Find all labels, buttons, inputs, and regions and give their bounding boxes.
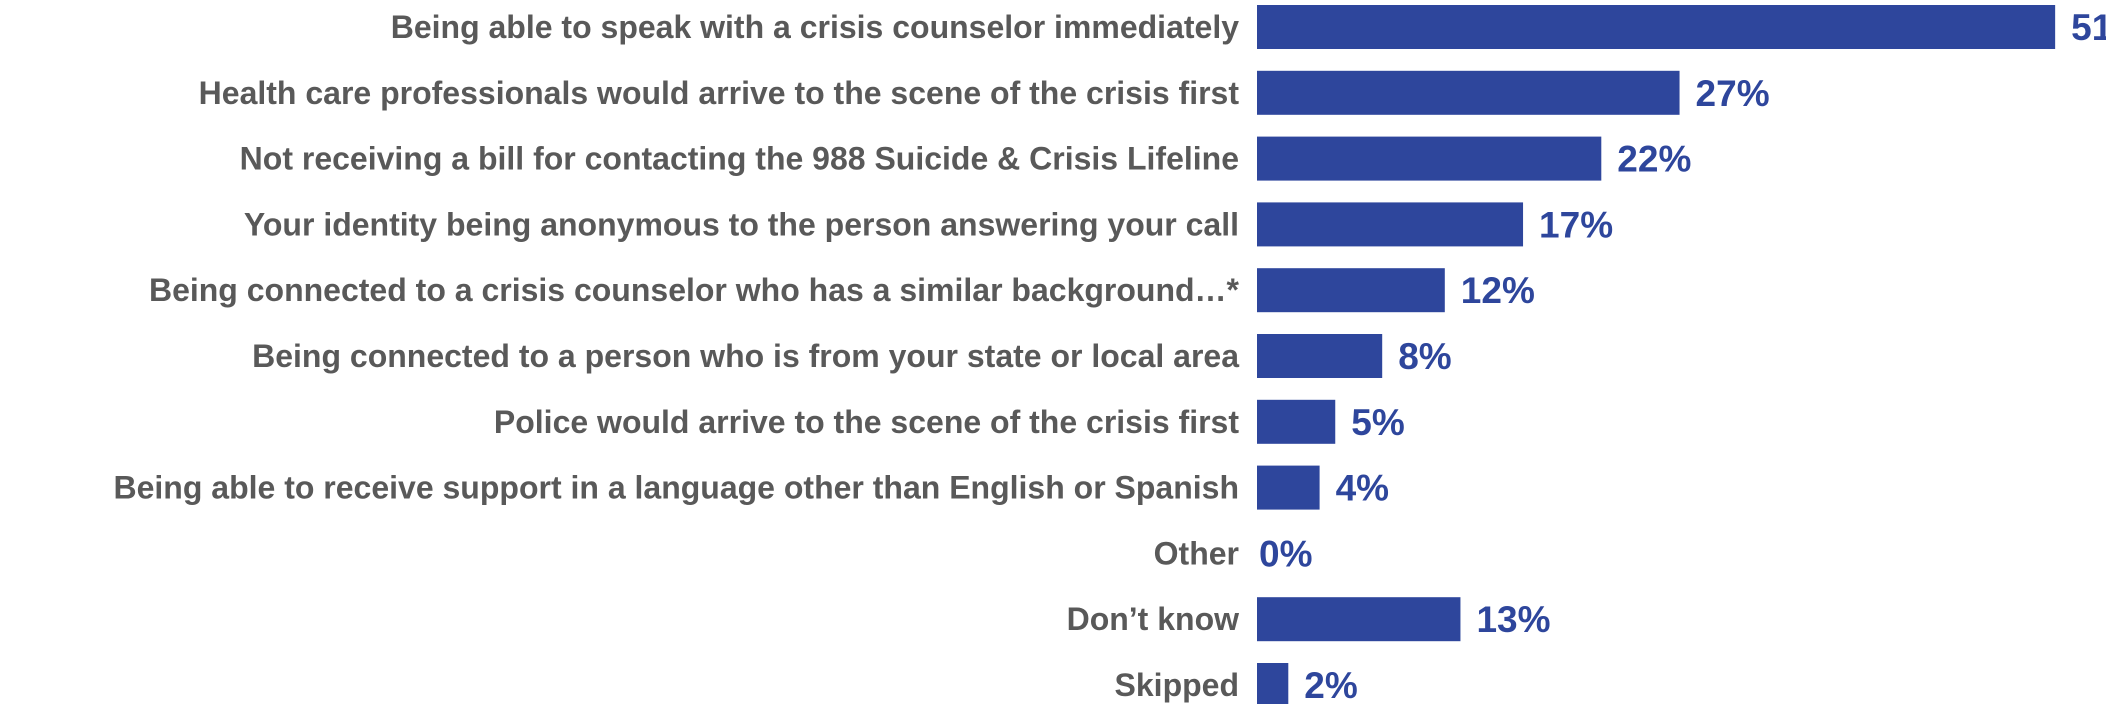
value-label: 8% — [1398, 336, 1451, 377]
bar — [1257, 5, 2056, 49]
value-label: 51% — [2071, 7, 2106, 48]
bar — [1257, 268, 1445, 313]
value-labels: 51% 27%22%17%12%8% 5% 4% 0% 13% 2% — [1259, 7, 2106, 704]
value-label: 4% — [1336, 468, 1389, 509]
value-label: 5% — [1351, 402, 1404, 443]
value-label: 0% — [1259, 533, 1312, 574]
value-label: 12% — [1461, 270, 1535, 311]
bars — [1257, 5, 2056, 704]
category-label: Being connected to a crisis counselor wh… — [149, 272, 1240, 308]
value-label: 27% — [1696, 73, 1770, 114]
category-label: Being connected to a person who is from … — [252, 338, 1239, 374]
category-label: Skipped — [1115, 667, 1239, 703]
bar — [1257, 70, 1680, 115]
bar — [1257, 663, 1289, 704]
value-label: 2% — [1304, 665, 1357, 704]
category-label: Your identity being anonymous to the per… — [244, 206, 1239, 242]
category-label: Police would arrive to the scene of the … — [494, 404, 1239, 440]
bar — [1257, 136, 1602, 181]
category-label: Not receiving a bill for contacting the … — [240, 141, 1239, 177]
bar — [1257, 399, 1336, 444]
bar — [1257, 202, 1524, 247]
category-label: Being able to speak with a crisis counse… — [391, 9, 1239, 45]
bar — [1257, 597, 1461, 642]
category-label: Health care professionals would arrive t… — [199, 75, 1240, 111]
category-labels: Being able to speak with a crisis counse… — [113, 9, 1239, 703]
category-label: Other — [1154, 535, 1239, 571]
category-label: Being able to receive support in a langu… — [113, 470, 1239, 506]
bar — [1257, 334, 1383, 378]
value-label: 22% — [1617, 139, 1691, 180]
value-label: 13% — [1476, 599, 1550, 640]
category-label: Don’t know — [1067, 601, 1240, 637]
value-label: 17% — [1539, 204, 1613, 245]
bar — [1257, 465, 1320, 510]
